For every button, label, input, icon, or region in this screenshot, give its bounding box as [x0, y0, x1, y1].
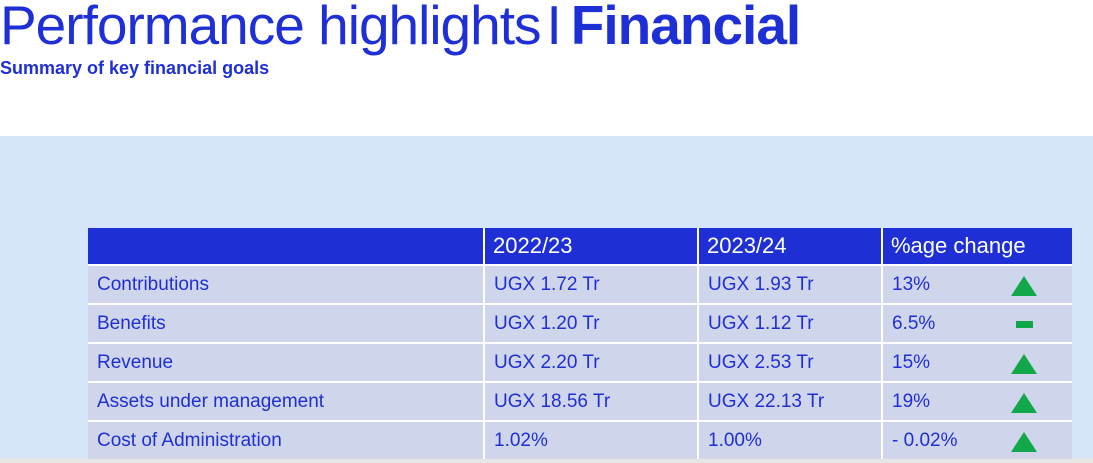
change-value: 6.5%	[892, 312, 936, 334]
bottom-strip	[0, 458, 1093, 463]
table-header-row: 2022/23 2023/24 %age change	[88, 228, 1072, 265]
column-header-change: %age change	[882, 228, 1072, 265]
column-header-2023-24: 2023/24	[698, 228, 883, 265]
financial-table: 2022/23 2023/24 %age change Contribution…	[88, 228, 1072, 459]
up-triangle-icon	[1011, 432, 1037, 452]
title-separator: I	[546, 0, 562, 56]
title-emphasis: Financial	[570, 0, 801, 56]
change-value: 13%	[892, 273, 931, 295]
cell-2023-24: UGX 2.53 Tr	[698, 342, 883, 382]
cell-2023-24: 1.00%	[698, 420, 883, 459]
up-triangle-icon	[1011, 354, 1037, 374]
flat-dash-icon	[1016, 321, 1033, 328]
change-value: 15%	[892, 351, 931, 373]
cell-change: - 0.02%	[882, 420, 1072, 459]
cell-2022-23: 1.02%	[484, 420, 699, 459]
table-row: Cost of Administration 1.02% 1.00% - 0.0…	[88, 420, 1072, 459]
cell-2023-24: UGX 22.13 Tr	[698, 381, 883, 421]
column-header-label	[88, 228, 485, 265]
cell-2022-23: UGX 2.20 Tr	[484, 342, 699, 382]
change-value: 19%	[892, 390, 931, 412]
change-value: - 0.02%	[892, 429, 958, 451]
cell-change: 6.5%	[882, 303, 1072, 343]
up-triangle-icon	[1011, 393, 1037, 413]
table-row: Contributions UGX 1.72 Tr UGX 1.93 Tr 13…	[88, 264, 1072, 304]
cell-2022-23: UGX 1.72 Tr	[484, 264, 699, 304]
page-subtitle: Summary of key financial goals	[0, 58, 270, 78]
cell-2023-24: UGX 1.12 Tr	[698, 303, 883, 343]
table-row: Benefits UGX 1.20 Tr UGX 1.12 Tr 6.5%	[88, 303, 1072, 343]
row-label: Revenue	[88, 342, 485, 382]
table-row: Revenue UGX 2.20 Tr UGX 2.53 Tr 15%	[88, 342, 1072, 382]
up-triangle-icon	[1011, 276, 1037, 296]
row-label: Assets under management	[88, 381, 485, 421]
cell-change: 15%	[882, 342, 1072, 382]
table-row: Assets under management UGX 18.56 Tr UGX…	[88, 381, 1072, 421]
row-label: Contributions	[88, 264, 485, 304]
page-title: Performance highlights I Financial	[0, 0, 801, 56]
cell-2022-23: UGX 18.56 Tr	[484, 381, 699, 421]
row-label: Benefits	[88, 303, 485, 343]
cell-change: 13%	[882, 264, 1072, 304]
cell-2023-24: UGX 1.93 Tr	[698, 264, 883, 304]
cell-2022-23: UGX 1.20 Tr	[484, 303, 699, 343]
row-label: Cost of Administration	[88, 420, 485, 459]
title-main: Performance highlights	[0, 0, 542, 56]
cell-change: 19%	[882, 381, 1072, 421]
column-header-2022-23: 2022/23	[484, 228, 699, 265]
